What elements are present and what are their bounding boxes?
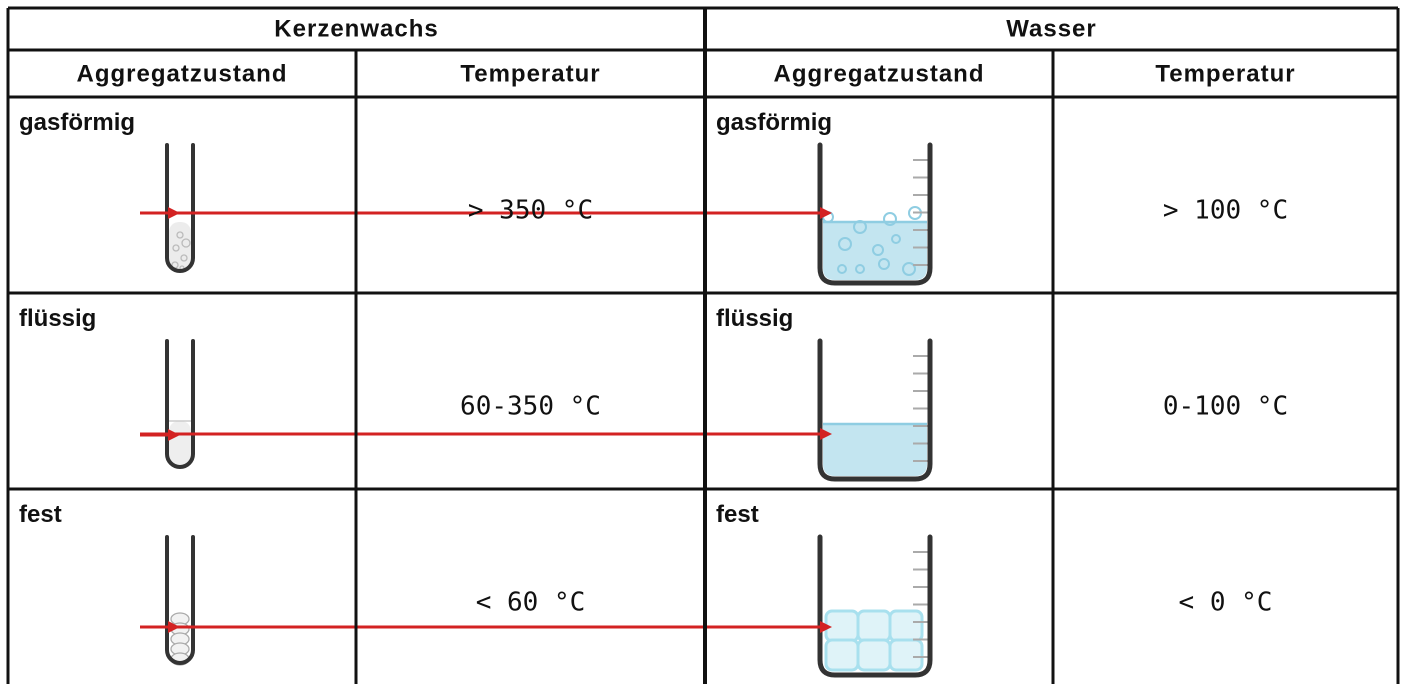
beaker-outline (817, 534, 933, 678)
bubble (176, 231, 184, 239)
bubble (853, 220, 867, 234)
bubble (837, 264, 847, 274)
bubble (878, 258, 890, 270)
tube-content (169, 222, 191, 272)
water (823, 424, 927, 476)
temperature: < 60 °C (476, 588, 586, 618)
bubble (838, 237, 852, 251)
ice-cube (856, 638, 892, 672)
tube-outline (165, 339, 195, 469)
beaker (817, 142, 933, 286)
arrow-head (820, 207, 832, 219)
column-header: Temperatur (1155, 60, 1295, 87)
arrow-head (820, 621, 832, 633)
test-tube (165, 535, 195, 666)
bubble (855, 264, 865, 274)
tube-outline (165, 143, 195, 273)
bubble (872, 244, 884, 256)
bubble (883, 212, 897, 226)
temperature: > 350 °C (468, 196, 593, 226)
temperature: 0-100 °C (1163, 392, 1288, 422)
column-header: Temperatur (460, 60, 600, 87)
beaker (817, 534, 933, 678)
ice-cube (824, 638, 860, 672)
temperature: 60-350 °C (460, 392, 601, 422)
bubble (181, 238, 191, 248)
bubble (902, 262, 916, 276)
state-label: flüssig (19, 305, 96, 332)
test-tube (165, 143, 195, 273)
bubble (180, 254, 188, 262)
tube-outline (165, 535, 195, 665)
state-label: fest (19, 501, 62, 528)
ice-cube (856, 609, 892, 643)
temperature: < 0 °C (1179, 588, 1273, 618)
tube-content (169, 421, 191, 468)
bubble (891, 234, 901, 244)
group-header: Kerzenwachs (274, 15, 438, 42)
arrow-head (820, 428, 832, 440)
state-label: fest (716, 501, 759, 528)
state-label: gasförmig (19, 109, 135, 136)
beaker-outline (817, 338, 933, 482)
beaker-outline (817, 142, 933, 286)
bubble (172, 244, 180, 252)
ice-cube (824, 609, 860, 643)
group-header: Wasser (1006, 15, 1097, 42)
state-label: gasförmig (716, 109, 832, 136)
state-label: flüssig (716, 305, 793, 332)
column-header: Aggregatzustand (773, 60, 984, 87)
ice-cube (888, 609, 924, 643)
water (823, 222, 927, 280)
ice-cube (888, 638, 924, 672)
temperature: > 100 °C (1163, 196, 1288, 226)
column-header: Aggregatzustand (76, 60, 287, 87)
beaker (817, 338, 933, 482)
